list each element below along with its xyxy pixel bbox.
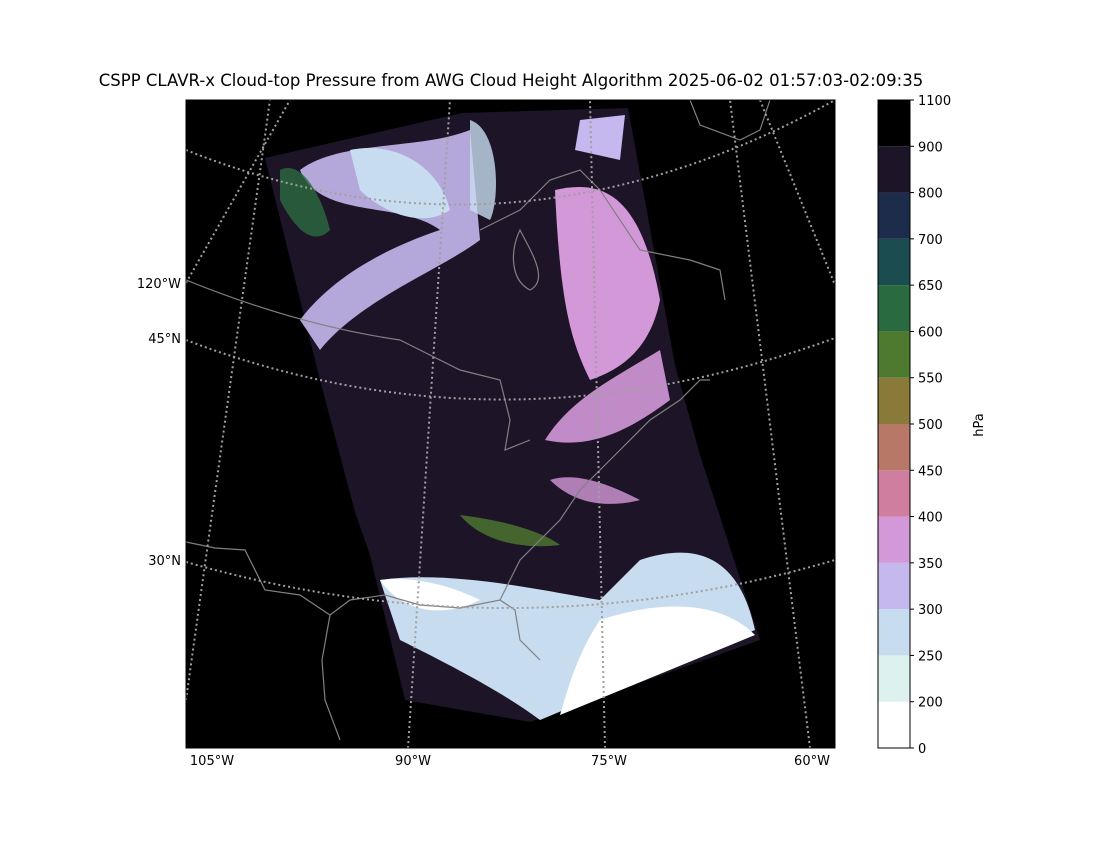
coastline bbox=[499, 379, 710, 601]
colorbar-bin bbox=[878, 238, 910, 286]
colorbar-bin bbox=[878, 100, 910, 147]
colorbar-bin bbox=[878, 701, 910, 748]
colorbar-tick-label: 450 bbox=[918, 464, 943, 479]
lon-label: 105°W bbox=[190, 754, 234, 769]
colorbar-tick-label: 550 bbox=[918, 372, 943, 387]
graticule-line bbox=[729, 100, 811, 748]
cloud bbox=[350, 148, 450, 219]
lon-label: 90°W bbox=[395, 754, 431, 769]
cloud bbox=[380, 552, 755, 720]
cloud bbox=[550, 477, 640, 504]
colorbar-bin bbox=[878, 424, 910, 471]
lat-label: 30°N bbox=[148, 554, 181, 569]
border bbox=[186, 279, 401, 341]
cloud bbox=[560, 606, 755, 715]
colorbar-bin bbox=[878, 285, 910, 332]
lon-label: 60°W bbox=[794, 754, 830, 769]
colorbar-tick-label: 250 bbox=[918, 649, 943, 664]
cloud bbox=[470, 120, 496, 220]
colorbar-bin bbox=[878, 516, 910, 563]
cloud bbox=[545, 350, 670, 443]
graticule-line bbox=[186, 100, 291, 284]
colorbar-bin bbox=[878, 655, 910, 702]
cloud bbox=[575, 115, 625, 160]
colorbar-bin bbox=[878, 609, 910, 656]
colorbar-tick-label: 800 bbox=[918, 187, 943, 202]
colorbar-tick-label: 200 bbox=[918, 696, 943, 711]
coastline bbox=[512, 228, 540, 291]
cloud bbox=[460, 515, 560, 547]
cloud bbox=[555, 187, 660, 380]
colorbar-bin bbox=[878, 192, 910, 239]
colorbar-tick-label: 1100 bbox=[918, 94, 951, 109]
cloud bbox=[380, 579, 480, 611]
graticule-line bbox=[186, 100, 271, 701]
colorbar-bin bbox=[878, 377, 910, 424]
graticule-line bbox=[186, 100, 835, 206]
title: CSPP CLAVR-x Cloud-top Pressure from AWG… bbox=[99, 71, 923, 90]
graticule bbox=[186, 100, 835, 748]
colorbar-tick-label: 350 bbox=[918, 557, 943, 572]
colorbar-tick-label: 400 bbox=[918, 511, 943, 526]
colorbar-tick-label: 300 bbox=[918, 603, 943, 618]
lat-label: 120°W bbox=[137, 277, 181, 292]
colorbar-tick-label: 900 bbox=[918, 140, 943, 155]
map-frame bbox=[185, 99, 836, 749]
map-panel bbox=[185, 99, 836, 749]
colorbar-tick-label: 700 bbox=[918, 233, 943, 248]
colorbar-tick-label: 500 bbox=[918, 418, 943, 433]
colorbar-bin bbox=[878, 146, 910, 193]
colorbar-bin bbox=[878, 470, 910, 517]
lon-label: 75°W bbox=[591, 754, 627, 769]
colorbar-label: hPa bbox=[972, 413, 987, 436]
colorbar-tick-label: 600 bbox=[918, 325, 943, 340]
coastline bbox=[689, 100, 771, 141]
graticule-line bbox=[186, 337, 835, 401]
colorbar-bin bbox=[878, 562, 910, 610]
colorbar-tick-label: 650 bbox=[918, 279, 943, 294]
cloud bbox=[280, 168, 330, 237]
coastline bbox=[321, 614, 341, 741]
colorbar-bin bbox=[878, 331, 910, 378]
graticule-line bbox=[589, 100, 606, 748]
lat-label: 45°N bbox=[148, 332, 181, 347]
graticule-line bbox=[759, 100, 835, 286]
graticule-line bbox=[407, 100, 451, 748]
colorbar-tick-label: 0 bbox=[918, 742, 926, 757]
